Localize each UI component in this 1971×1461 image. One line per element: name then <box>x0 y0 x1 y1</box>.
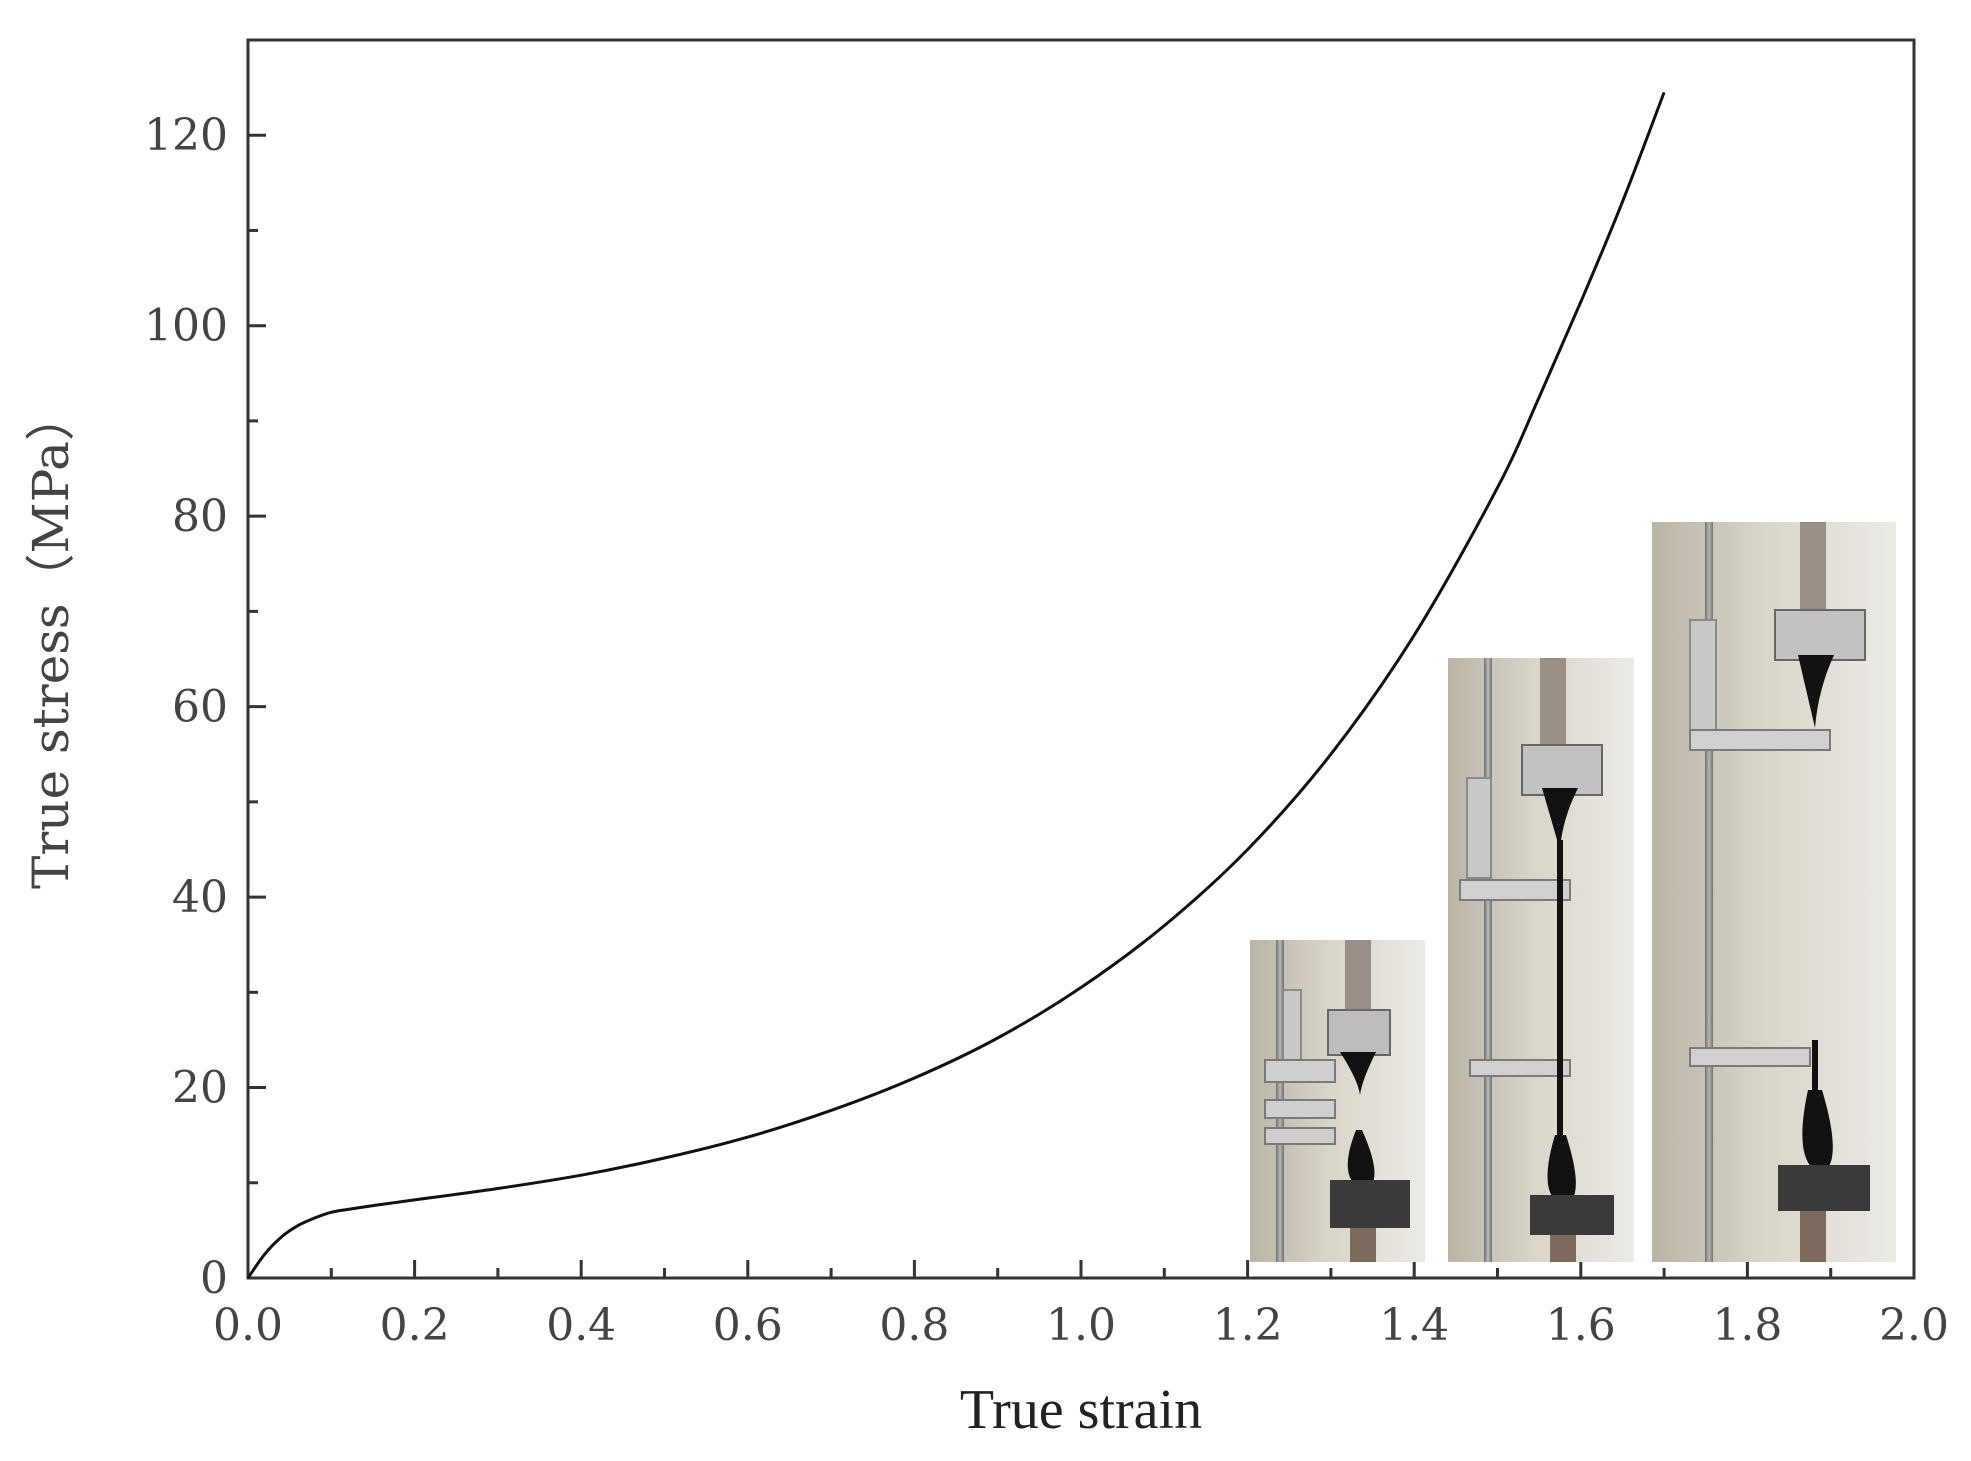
x-axis-tick-labels: 0.0 0.2 0.4 0.6 0.8 1.0 1.2 1.4 1.6 1.8 2.0 <box>213 1300 1949 1351</box>
y-tick-label: 80 <box>172 491 228 542</box>
y-tick-label: 40 <box>172 872 228 923</box>
x-tick-label: 1.4 <box>1379 1300 1449 1351</box>
y-axis-tick-labels: 0 20 40 60 80 100 120 <box>144 110 228 1304</box>
x-tick-label: 1.0 <box>1046 1300 1116 1351</box>
y-tick-label: 20 <box>172 1063 228 1114</box>
x-tick-label: 0.8 <box>879 1300 949 1351</box>
tensile-test-photo-late <box>1652 522 1896 1262</box>
x-tick-label: 1.6 <box>1546 1300 1616 1351</box>
tensile-test-photo-middle <box>1448 658 1634 1262</box>
y-tick-label: 60 <box>172 682 228 733</box>
x-tick-label: 1.2 <box>1213 1300 1283 1351</box>
tensile-test-photos <box>1250 522 1896 1262</box>
x-tick-label: 2.0 <box>1879 1300 1949 1351</box>
x-tick-label: 0.0 <box>213 1300 283 1351</box>
x-tick-label: 0.2 <box>380 1300 450 1351</box>
x-tick-label: 0.6 <box>713 1300 783 1351</box>
y-tick-label: 100 <box>144 301 228 352</box>
x-tick-label: 0.4 <box>546 1300 616 1351</box>
x-axis-title: True strain <box>960 1379 1202 1441</box>
y-axis-title: True stress（MPa） <box>22 391 80 889</box>
y-tick-label: 120 <box>144 110 228 161</box>
tensile-test-photo-early <box>1250 940 1425 1262</box>
stress-strain-curve <box>246 91 1666 1279</box>
x-tick-label: 1.8 <box>1712 1300 1782 1351</box>
y-axis-ticks <box>248 38 266 1280</box>
x-axis-ticks <box>246 1260 1916 1278</box>
y-tick-label: 0 <box>200 1253 228 1304</box>
